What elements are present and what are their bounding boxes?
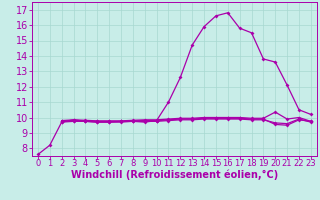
X-axis label: Windchill (Refroidissement éolien,°C): Windchill (Refroidissement éolien,°C) (71, 169, 278, 180)
